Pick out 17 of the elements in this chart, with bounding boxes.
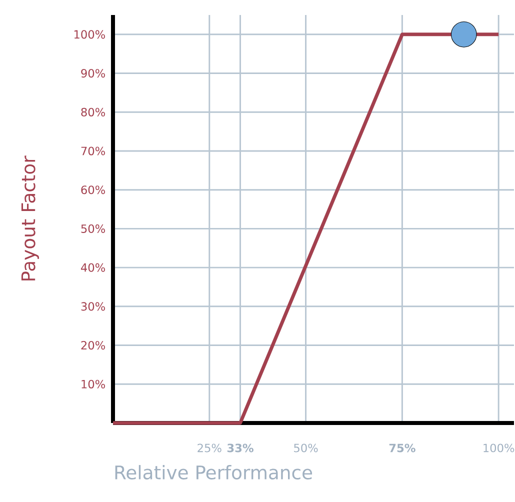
x-tick-label: 33% — [227, 444, 254, 452]
x-axis-title: Relative Performance — [115, 465, 312, 480]
y-tick-label: 60% — [81, 186, 105, 194]
x-tick-label: 50% — [294, 444, 318, 452]
y-tick-label: 30% — [81, 302, 105, 311]
y-tick-label: 10% — [82, 380, 105, 388]
y-tick-label: 90% — [81, 68, 105, 78]
y-tick-label: 40% — [80, 263, 105, 272]
y-tick-label: 80% — [81, 108, 105, 116]
y-tick-label: 50% — [81, 224, 105, 233]
y-tick-label: 70% — [81, 146, 105, 156]
y-tick-label: 100% — [74, 30, 105, 39]
x-tick-label: 100% — [484, 444, 514, 452]
y-axis-title: Payout Factor — [21, 156, 39, 280]
x-tick-label: 75% — [389, 444, 416, 452]
y-tick-label: 20% — [81, 340, 105, 350]
x-tick-label: 25% — [198, 444, 222, 452]
